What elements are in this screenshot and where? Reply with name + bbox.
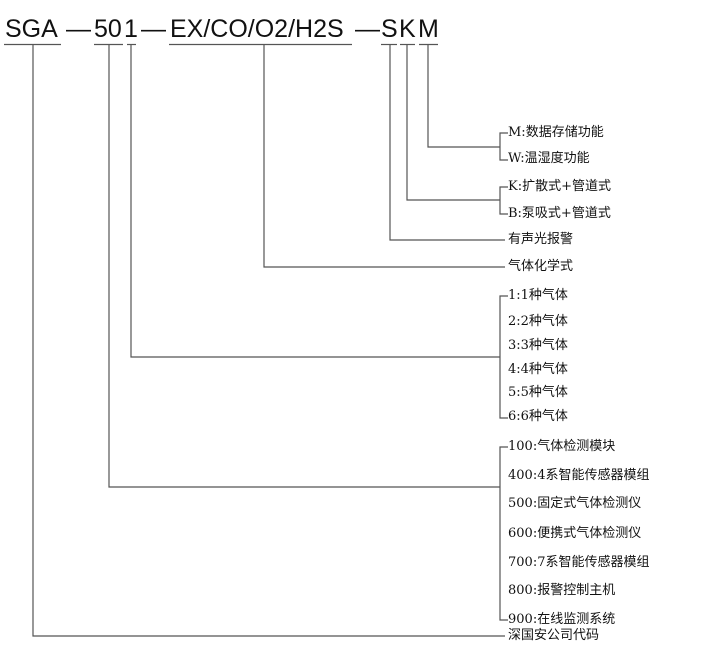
option-series: 100:气体检测模块 (508, 439, 616, 454)
connector-prefix (32, 45, 505, 637)
code-dash: — (141, 15, 166, 43)
option-s: 有声光报警 (508, 232, 574, 247)
code-dash: — (355, 15, 380, 43)
code-dash: — (66, 15, 91, 43)
connector-k (406, 45, 500, 201)
option-series: 600:便携式气体检测仪 (508, 526, 642, 541)
option-w: W:温湿度功能 (508, 151, 590, 166)
option-k: K:扩散式+管道式 (508, 179, 611, 194)
code-count: 1 (124, 15, 138, 43)
option-series: 500:固定式气体检测仪 (508, 496, 642, 511)
code-s: S (381, 15, 398, 43)
code-gases: EX/CO/O2/H2S (170, 15, 344, 43)
option-count: 5:5种气体 (508, 385, 568, 400)
option-count: 4:4种气体 (508, 362, 568, 377)
option-b: B:泵吸式+管道式 (508, 206, 611, 221)
bracket-k (499, 186, 508, 215)
option-series: 700:7系智能传感器模组 (508, 555, 650, 570)
option-count: 2:2种气体 (508, 314, 568, 329)
code-prefix: SGA (5, 15, 58, 43)
option-count: 1:1种气体 (508, 288, 568, 303)
code-k: K (399, 15, 416, 43)
code-m: M (418, 15, 439, 43)
option-count: 6:6种气体 (508, 409, 568, 424)
connector-m (427, 45, 500, 148)
bracket-series (499, 446, 508, 621)
bracket-m (499, 132, 508, 161)
bracket-count (499, 295, 508, 419)
connector-count (130, 45, 500, 358)
option-series: 400:4系智能传感器模组 (508, 468, 650, 483)
option-m: M:数据存储功能 (508, 125, 604, 140)
option-prefix: 深国安公司代码 (508, 628, 600, 643)
connector-s (389, 45, 505, 241)
option-gases: 气体化学式 (508, 259, 574, 274)
connector-series (108, 45, 500, 488)
option-series: 800:报警控制主机 (508, 583, 616, 598)
connector-gases (263, 45, 505, 268)
option-series: 900:在线监测系统 (508, 612, 616, 627)
option-count: 3:3种气体 (508, 338, 568, 353)
code-series: 50 (94, 15, 122, 43)
